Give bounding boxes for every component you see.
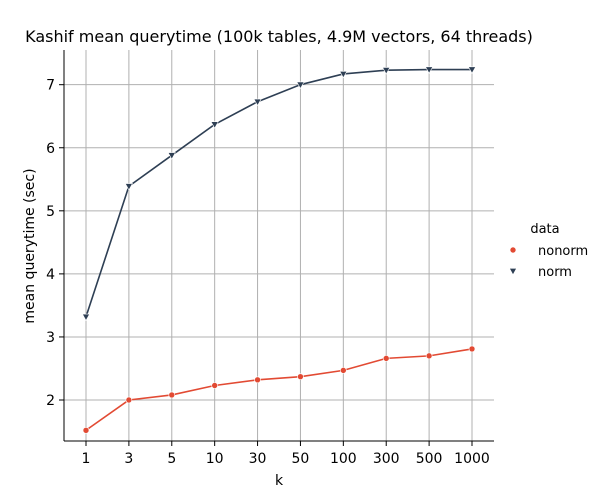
legend-label-norm: norm [538,265,572,280]
y-tick-label: 7 [46,78,55,94]
x-tick-label: 1000 [454,451,490,467]
data-point-nonorm [382,355,390,362]
data-point-norm [425,66,434,74]
data-point-norm [382,67,391,75]
data-point-nonorm [425,352,433,360]
data-point-norm [124,183,133,191]
legend-marker-nonorm [509,246,517,254]
x-tick-label: 5 [167,451,176,467]
y-tick-label: 6 [46,141,55,157]
data-point-nonorm [211,382,218,389]
x-tick-label: 100 [330,451,357,467]
data-point-nonorm [82,426,90,434]
y-axis-ticks: 2 3 4 5 6 7 [46,78,64,409]
series-line-nonorm [85,348,473,431]
data-point-norm [296,81,305,90]
x-tick-label: 3 [124,451,133,467]
data-point-norm [253,98,262,107]
y-tick-label: 3 [46,330,55,346]
legend-marker-norm [508,267,518,276]
data-point-norm [467,66,477,74]
y-tick-label: 4 [46,267,55,283]
series-nonorm [82,345,476,434]
x-axis-label: k [275,473,284,489]
series-line-norm [85,68,472,318]
data-point-norm [167,152,176,160]
x-axis-ticks: 1 3 5 10 30 50 100 300 500 1000 [82,441,490,467]
data-point-nonorm [340,367,347,374]
y-tick-label: 5 [46,204,55,220]
x-tick-label: 500 [416,451,443,467]
data-point-nonorm [468,345,476,353]
legend-title: data [530,222,559,237]
series-norm [81,66,477,322]
legend-item-nonorm: nonorm [509,244,588,259]
data-point-nonorm [297,373,304,380]
x-tick-label: 1 [82,451,91,467]
data-point-norm [81,313,91,322]
x-tick-label: 300 [373,451,400,467]
grid-lines [64,50,494,441]
legend-item-norm: norm [508,265,572,280]
data-point-norm [210,121,219,129]
data-point-nonorm [168,391,176,399]
x-tick-label: 30 [249,451,267,467]
y-axis-label: mean querytime (sec) [22,168,38,323]
y-tick-label: 2 [46,393,55,409]
legend-label-nonorm: nonorm [538,244,588,259]
chart-title: Kashif mean querytime (100k tables, 4.9M… [25,27,533,46]
data-point-nonorm [125,396,133,404]
data-point-nonorm [254,376,261,384]
legend: data nonorm norm [508,222,588,280]
axes [63,50,494,442]
series-group [81,66,477,434]
x-tick-label: 10 [206,451,224,467]
data-point-norm [339,70,348,79]
x-tick-label: 50 [292,451,310,467]
